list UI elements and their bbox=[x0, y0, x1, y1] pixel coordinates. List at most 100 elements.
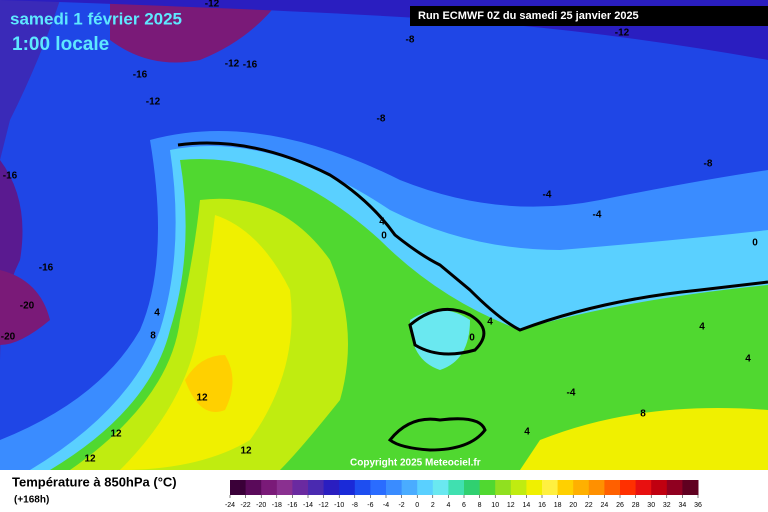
cold-pool bbox=[110, 0, 280, 63]
legend-tick-label: 34 bbox=[679, 502, 687, 509]
legend-tick-label: 24 bbox=[601, 502, 609, 509]
contour-label: 12 bbox=[196, 393, 208, 404]
legend-swatch bbox=[386, 480, 403, 495]
legend-tick-label: 8 bbox=[478, 502, 482, 509]
contour-label: 4 bbox=[524, 427, 530, 438]
contour-label: 8 bbox=[640, 409, 646, 420]
cold-pool bbox=[0, 0, 60, 160]
contour-label: 0 bbox=[752, 238, 758, 249]
contour-label: -20 bbox=[1, 332, 16, 343]
legend-tick-label: 28 bbox=[632, 502, 640, 509]
contour-label: -4 bbox=[543, 190, 552, 201]
legend-swatch bbox=[573, 480, 590, 495]
legend-tick-label: 30 bbox=[647, 502, 655, 509]
legend-swatch bbox=[635, 480, 652, 495]
contour-label: -12 bbox=[615, 28, 630, 39]
zone-hot bbox=[185, 355, 233, 412]
legend-swatch bbox=[276, 480, 293, 495]
contour-label: -8 bbox=[704, 159, 713, 170]
zero-isotherm bbox=[408, 307, 486, 356]
legend-swatch bbox=[526, 480, 543, 495]
legend-swatch bbox=[682, 480, 699, 495]
legend-tick-label: -14 bbox=[303, 502, 313, 509]
contour-label: -16 bbox=[3, 171, 18, 182]
legend-lead: (+168h) bbox=[14, 495, 49, 506]
legend-swatch bbox=[417, 480, 434, 495]
legend-tick-label: -4 bbox=[383, 502, 389, 509]
legend-swatch bbox=[370, 480, 387, 495]
legend-tick-label: 12 bbox=[507, 502, 515, 509]
legend-tick-label: 2 bbox=[431, 502, 435, 509]
legend-tick-label: -18 bbox=[272, 502, 282, 509]
date-label: samedi 1 février 2025 bbox=[10, 9, 182, 28]
contour-label: 12 bbox=[240, 446, 252, 457]
legend-swatch bbox=[448, 480, 465, 495]
legend-swatch bbox=[354, 480, 371, 495]
contour-label: -12 bbox=[225, 59, 240, 70]
legend-swatch bbox=[542, 480, 559, 495]
legend-swatch bbox=[651, 480, 668, 495]
legend-tick-label: 4 bbox=[446, 502, 450, 509]
contour-label: 12 bbox=[110, 429, 122, 440]
legend-swatch bbox=[308, 480, 325, 495]
legend-tick-label: -24 bbox=[225, 502, 235, 509]
legend-tick-label: -16 bbox=[287, 502, 297, 509]
contour-label: -20 bbox=[20, 301, 35, 312]
time-label: 1:00 locale bbox=[12, 34, 109, 55]
contour-label: -8 bbox=[377, 114, 386, 125]
copyright: Copyright 2025 Meteociel.fr bbox=[350, 458, 481, 469]
legend-swatch bbox=[432, 480, 449, 495]
contour-label: 0 bbox=[469, 333, 475, 344]
legend-swatch bbox=[588, 480, 605, 495]
contour-label: -12 bbox=[146, 97, 161, 108]
legend-tick-label: -8 bbox=[352, 502, 358, 509]
cold-pool bbox=[0, 270, 50, 345]
map: Run ECMWF 0Z du samedi 25 janvier 2025 s… bbox=[0, 0, 768, 470]
legend-swatch bbox=[495, 480, 512, 495]
contour-label: 4 bbox=[154, 308, 160, 319]
contour-label: -16 bbox=[243, 60, 258, 71]
zero-isotherm bbox=[177, 141, 768, 332]
legend-tick-label: 18 bbox=[554, 502, 562, 509]
legend-swatch bbox=[339, 480, 356, 495]
zone-hot bbox=[120, 215, 292, 470]
legend-swatch bbox=[323, 480, 340, 495]
zone-hot bbox=[520, 408, 768, 470]
contour-label: 12 bbox=[84, 454, 96, 465]
zero-isotherm bbox=[387, 417, 487, 452]
legend-tick-label: -2 bbox=[398, 502, 404, 509]
legend-swatch bbox=[230, 480, 247, 495]
contour-label: 0 bbox=[381, 231, 387, 242]
legend-tick-label: 26 bbox=[616, 502, 624, 509]
legend-tick-label: -20 bbox=[256, 502, 266, 509]
legend-tick-label: -22 bbox=[241, 502, 251, 509]
legend-swatch bbox=[620, 480, 637, 495]
legend-swatch bbox=[510, 480, 527, 495]
contour-label: 4 bbox=[487, 317, 493, 328]
legend-swatch bbox=[557, 480, 574, 495]
contour-label: -4 bbox=[593, 210, 602, 221]
legend-tick-label: 22 bbox=[585, 502, 593, 509]
contour-label: -12 bbox=[205, 0, 220, 10]
legend-swatch bbox=[261, 480, 278, 495]
legend-swatch bbox=[401, 480, 418, 495]
legend-tick-label: -10 bbox=[334, 502, 344, 509]
legend-tick-label: 0 bbox=[415, 502, 419, 509]
contour-label: 4 bbox=[745, 354, 751, 365]
legend-tick-label: 14 bbox=[523, 502, 531, 509]
legend-swatch bbox=[464, 480, 481, 495]
run-label: Run ECMWF 0Z du samedi 25 janvier 2025 bbox=[418, 10, 639, 22]
legend-swatch bbox=[292, 480, 309, 495]
contour-label: -16 bbox=[133, 70, 148, 81]
legend-tick-label: 10 bbox=[491, 502, 499, 509]
legend-title: Température à 850hPa (°C) bbox=[12, 474, 177, 489]
contour-label: -4 bbox=[567, 388, 576, 399]
contour-label: 4 bbox=[699, 322, 705, 333]
contour-label: -16 bbox=[39, 263, 54, 274]
legend-tick-label: 36 bbox=[694, 502, 702, 509]
legend-tick-label: 32 bbox=[663, 502, 671, 509]
run-box bbox=[410, 6, 768, 26]
legend-tick-label: 6 bbox=[462, 502, 466, 509]
